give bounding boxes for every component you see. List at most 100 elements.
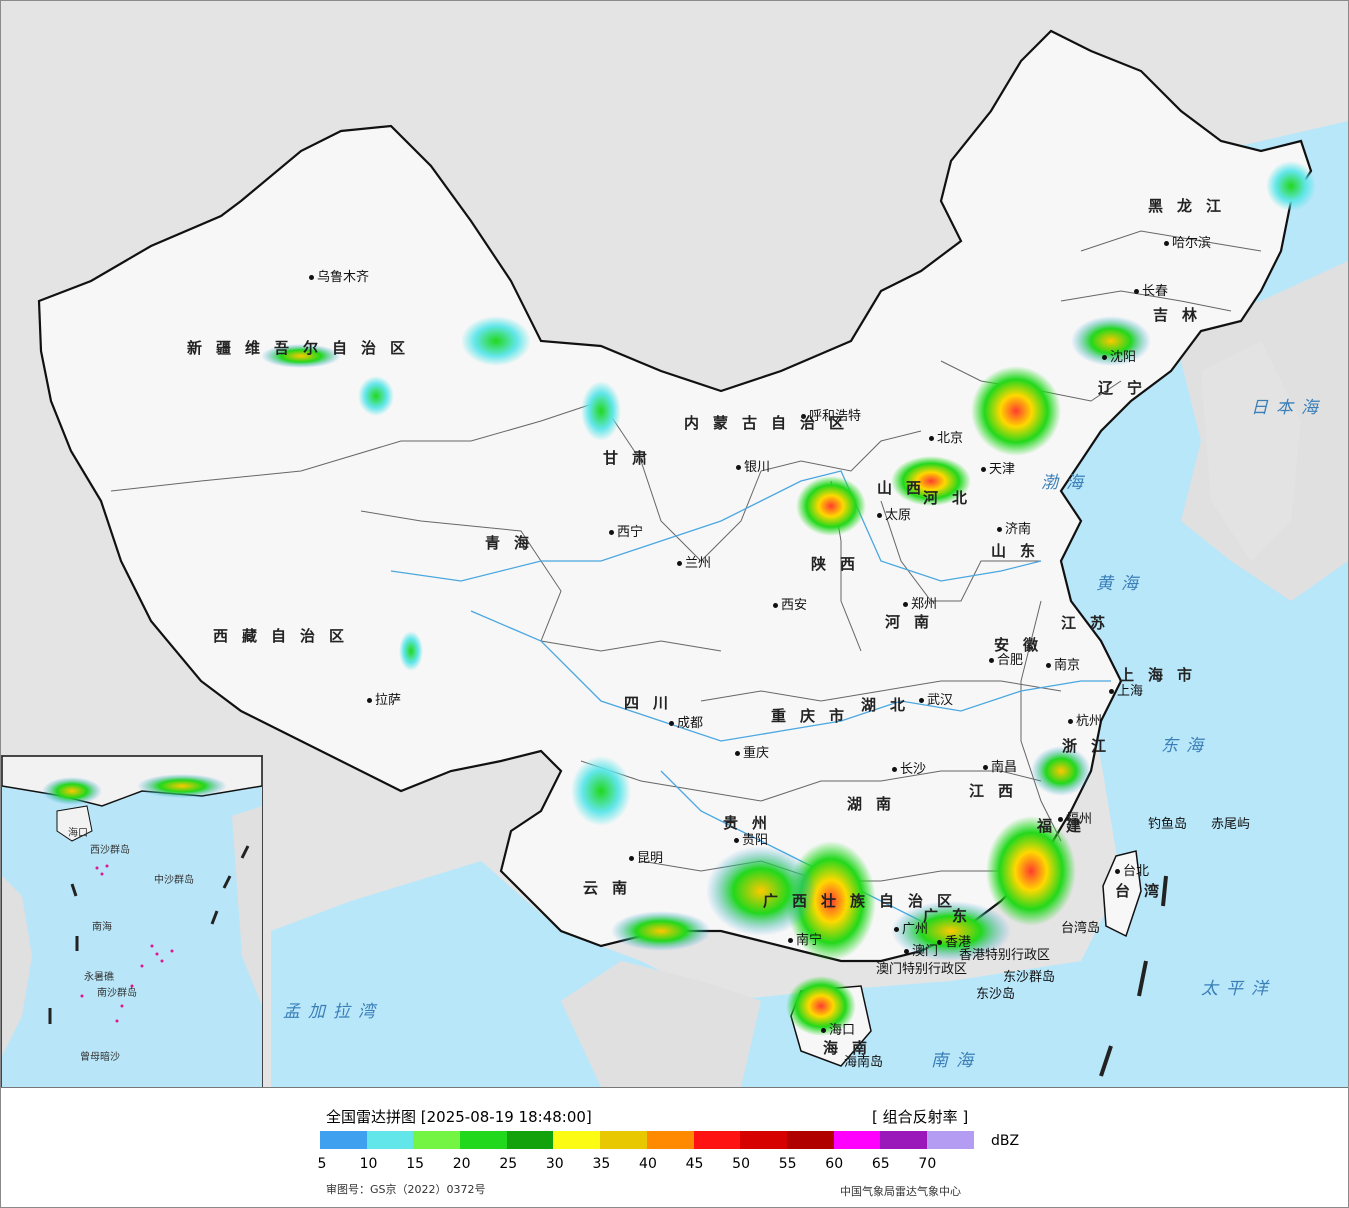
legend-tick-label: 60: [825, 1156, 844, 1172]
province-label: 四川: [624, 696, 682, 711]
city-label: 台北: [1115, 865, 1149, 878]
city-label: 重庆: [735, 747, 769, 760]
province-label: 青海: [485, 536, 543, 551]
province-label-text: 甘肃: [603, 449, 662, 467]
legend-tick-label: 25: [499, 1156, 518, 1172]
province-label-text: 内蒙古自治区: [684, 414, 859, 432]
province-label-text: 江西: [969, 782, 1028, 800]
sea-label-text: 孟加拉湾: [283, 1002, 383, 1022]
legend-swatch: [646, 1131, 694, 1149]
inset-label: 永暑礁: [84, 968, 114, 983]
inset-label: 海口: [68, 824, 88, 839]
city-marker-icon: [894, 927, 899, 932]
legend-panel: 全国雷达拼图 [2025-08-19 18:48:00] [ 组合反射率 ] 5…: [1, 1088, 1348, 1207]
province-label: 海南: [823, 1041, 881, 1056]
province-label: 湖北: [861, 698, 919, 713]
city-label-text: 福州: [1066, 812, 1093, 827]
city-marker-icon: [773, 603, 778, 608]
sea-label: 渤海: [1041, 468, 1091, 493]
province-label-text: 四川: [624, 694, 683, 712]
city-marker-icon: [734, 838, 739, 843]
sea-label: 黄海: [1096, 569, 1146, 594]
island-label: 台湾岛: [1061, 922, 1100, 935]
city-marker-icon: [629, 856, 634, 861]
china-land: [37, 29, 1313, 963]
city-label-text: 长春: [1142, 284, 1169, 299]
city-marker-icon: [929, 436, 934, 441]
city-label-text: 贵阳: [742, 833, 769, 848]
city-label-text: 重庆: [743, 746, 770, 761]
province-label: 贵州: [723, 816, 781, 831]
legend-swatch: [833, 1131, 881, 1149]
province-label-text: 吉林: [1153, 306, 1212, 324]
province-label-text: 广西壮族自治区: [763, 892, 967, 910]
south-china-sea-inset: 南海 西沙群岛 中沙群岛 永暑礁 南沙群岛 曾母暗沙 海口: [1, 755, 263, 1087]
city-marker-icon: [609, 530, 614, 535]
sea-label: 孟加拉湾: [283, 997, 383, 1022]
city-label: 贵阳: [734, 834, 768, 847]
province-label: 重庆市: [771, 709, 858, 724]
province-label-text: 浙江: [1062, 737, 1121, 755]
city-label: 广州: [894, 923, 928, 936]
sea-label-text: 东海: [1161, 736, 1211, 756]
city-label: 香港: [937, 936, 971, 949]
city-marker-icon: [309, 275, 314, 280]
sea-label-text: 南海: [931, 1051, 981, 1071]
legend-tick-label: 50: [732, 1156, 750, 1172]
city-label-text: 澳门: [912, 944, 939, 959]
inset-label-text: 南海: [92, 922, 112, 933]
city-label: 海口: [821, 1024, 855, 1037]
island-label-text: 东沙岛: [976, 987, 1016, 1002]
sea-label: 日本海: [1251, 393, 1326, 418]
city-marker-icon: [1134, 289, 1139, 294]
province-label-text: 湖南: [847, 795, 906, 813]
city-label-text: 香港: [945, 935, 972, 950]
city-label: 上海: [1109, 685, 1143, 698]
city-label-text: 长沙: [900, 762, 927, 777]
legend-tick-label: 10: [359, 1156, 378, 1172]
province-label-text: 山西: [877, 479, 936, 497]
city-marker-icon: [736, 465, 741, 470]
legend-color-bar: [320, 1131, 974, 1149]
province-label: 广东: [923, 909, 981, 924]
city-label: 澳门: [904, 945, 938, 958]
inset-geography: [2, 756, 262, 1056]
city-label: 拉萨: [367, 694, 401, 707]
island-label: 东沙岛: [976, 988, 1015, 1001]
city-marker-icon: [1109, 689, 1114, 694]
city-label: 天津: [981, 463, 1015, 476]
province-label: 山东: [991, 544, 1049, 559]
province-label-text: 山东: [991, 542, 1050, 560]
city-marker-icon: [1102, 355, 1107, 360]
sar-label-text: 香港特别行政区: [959, 948, 1051, 963]
legend-tick-label: 70: [918, 1156, 937, 1172]
city-label-text: 成都: [677, 716, 704, 731]
legend-title: 全国雷达拼图 [2025-08-19 18:48:00]: [326, 1108, 592, 1126]
province-label: 新疆维吾尔自治区: [187, 341, 419, 356]
legend-unit: dBZ: [991, 1133, 1020, 1149]
city-label: 乌鲁木齐: [309, 271, 369, 284]
province-label-text: 广东: [923, 907, 982, 925]
legend-swatch: [460, 1131, 507, 1149]
legend-swatch: [786, 1131, 834, 1149]
city-label-text: 西宁: [617, 525, 644, 540]
radar-map: 乌鲁木齐 拉萨 西宁 兰州 银川 呼和浩特 太原 北京 天津 济南 郑州 西安 成都 重庆 武汉 长沙 南昌 合肥…: [1, 1, 1348, 1088]
city-label-text: 合肥: [997, 653, 1024, 668]
province-label-text: 云南: [583, 879, 642, 897]
sar-label-text: 澳门特别行政区: [876, 962, 968, 977]
city-label: 哈尔滨: [1164, 237, 1211, 250]
city-label-text: 北京: [937, 431, 964, 446]
city-label-text: 郑州: [911, 597, 938, 612]
island-label: 海南岛: [844, 1056, 883, 1069]
island-label-text: 钓鱼岛: [1148, 817, 1188, 832]
city-label: 合肥: [989, 654, 1023, 667]
inset-label-text: 西沙群岛: [90, 845, 130, 856]
legend-swatch: [740, 1131, 787, 1149]
city-label: 呼和浩特: [801, 410, 861, 423]
province-label: 江苏: [1061, 616, 1119, 631]
city-label-text: 海口: [829, 1023, 856, 1038]
city-label: 南宁: [788, 934, 822, 947]
sea-label: 太平洋: [1201, 974, 1276, 999]
sea-label-text: 黄海: [1096, 574, 1146, 594]
maritime-boundary: [1099, 875, 1168, 1077]
